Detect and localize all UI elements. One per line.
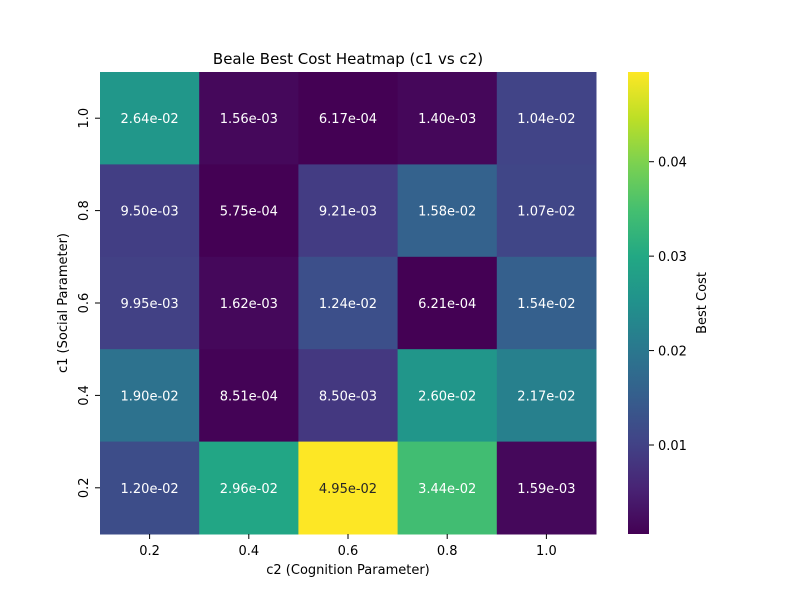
colorbar-tick-label: 0.04 bbox=[658, 156, 687, 171]
heatmap-cell bbox=[496, 164, 597, 258]
cell-value-label: 6.21e-04 bbox=[418, 297, 476, 312]
cell-value-label: 4.95e-02 bbox=[319, 482, 377, 497]
colorbar-tick-label: 0.01 bbox=[658, 439, 687, 454]
cell-value-label: 1.07e-02 bbox=[517, 205, 575, 220]
y-tick-label: 0.4 bbox=[77, 385, 92, 406]
x-tick-label: 0.2 bbox=[139, 544, 160, 559]
colorbar-label: Best Cost bbox=[695, 272, 710, 334]
y-tick-label: 0.6 bbox=[77, 293, 92, 314]
heatmap-cell bbox=[199, 256, 299, 350]
cell-value-label: 1.24e-02 bbox=[319, 297, 377, 312]
x-tick-label: 0.4 bbox=[238, 544, 259, 559]
heatmap-cell bbox=[298, 256, 399, 350]
cell-value-label: 1.40e-03 bbox=[418, 112, 476, 127]
cell-value-label: 9.50e-03 bbox=[121, 205, 179, 220]
heatmap-cell bbox=[199, 164, 299, 258]
cell-value-label: 1.54e-02 bbox=[517, 297, 575, 312]
heatmap-cell bbox=[397, 72, 498, 165]
heatmap-cell bbox=[298, 441, 399, 535]
cell-value-label: 8.50e-03 bbox=[319, 389, 377, 404]
x-axis: 0.2 0.4 0.6 0.8 1.0 bbox=[139, 534, 557, 559]
heatmap-cell bbox=[199, 72, 299, 165]
y-tick-label: 0.8 bbox=[77, 200, 92, 221]
heatmap-cell bbox=[100, 441, 200, 535]
heatmap-cell bbox=[100, 72, 200, 165]
cell-value-label: 1.90e-02 bbox=[121, 389, 179, 404]
heatmap-cell bbox=[199, 349, 299, 443]
heatmap-cell bbox=[100, 256, 200, 350]
heatmap-cell bbox=[298, 349, 399, 443]
x-tick-label: 0.6 bbox=[338, 544, 359, 559]
heatmap-cell bbox=[496, 256, 597, 350]
heatmap-cell bbox=[298, 72, 399, 165]
heatmap-cell bbox=[397, 349, 498, 443]
cell-value-label: 1.20e-02 bbox=[121, 482, 179, 497]
chart-title: Beale Best Cost Heatmap (c1 vs c2) bbox=[213, 50, 483, 68]
x-tick-label: 1.0 bbox=[536, 544, 557, 559]
cell-value-label: 2.64e-02 bbox=[121, 112, 179, 127]
cell-value-label: 5.75e-04 bbox=[220, 205, 278, 220]
heatmap-cell-labels: 2.64e-02 1.56e-03 6.17e-04 1.40e-03 1.04e-02… bbox=[121, 112, 576, 497]
y-tick-label: 1.0 bbox=[77, 108, 92, 129]
heatmap-cell bbox=[496, 349, 597, 443]
heatmap-cell bbox=[496, 441, 597, 535]
heatmap-cell bbox=[397, 256, 498, 350]
cell-value-label: 1.56e-03 bbox=[220, 112, 278, 127]
y-tick-label: 0.2 bbox=[77, 477, 92, 498]
cell-value-label: 9.95e-03 bbox=[121, 297, 179, 312]
cell-value-label: 1.62e-03 bbox=[220, 297, 278, 312]
colorbar-axis: 0.01 0.02 0.03 0.04 bbox=[649, 156, 687, 454]
cell-value-label: 6.17e-04 bbox=[319, 112, 377, 127]
heatmap-cells bbox=[100, 72, 597, 535]
heatmap-cell bbox=[298, 164, 399, 258]
cell-value-label: 1.04e-02 bbox=[517, 112, 575, 127]
colorbar-tick-label: 0.03 bbox=[658, 250, 687, 265]
cell-value-label: 3.44e-02 bbox=[418, 482, 476, 497]
x-tick-label: 0.8 bbox=[437, 544, 458, 559]
cell-value-label: 9.21e-03 bbox=[319, 205, 377, 220]
cell-value-label: 2.96e-02 bbox=[220, 482, 278, 497]
heatmap-cell bbox=[496, 72, 597, 165]
y-axis: 1.0 0.8 0.6 0.4 0.2 bbox=[77, 108, 100, 498]
cell-value-label: 1.59e-03 bbox=[517, 482, 575, 497]
colorbar bbox=[628, 72, 649, 534]
heatmap-cell bbox=[100, 164, 200, 258]
y-axis-label: c1 (Social Parameter) bbox=[56, 233, 71, 373]
heatmap-cell bbox=[397, 441, 498, 535]
cell-value-label: 8.51e-04 bbox=[220, 389, 278, 404]
colorbar-tick-label: 0.02 bbox=[658, 345, 687, 360]
cell-value-label: 2.17e-02 bbox=[517, 389, 575, 404]
heatmap-cell bbox=[397, 164, 498, 258]
cell-value-label: 1.58e-02 bbox=[418, 205, 476, 220]
heatmap-cell bbox=[100, 349, 200, 443]
heatmap-cell bbox=[199, 441, 299, 535]
cell-value-label: 2.60e-02 bbox=[418, 389, 476, 404]
x-axis-label: c2 (Cognition Parameter) bbox=[266, 563, 430, 578]
